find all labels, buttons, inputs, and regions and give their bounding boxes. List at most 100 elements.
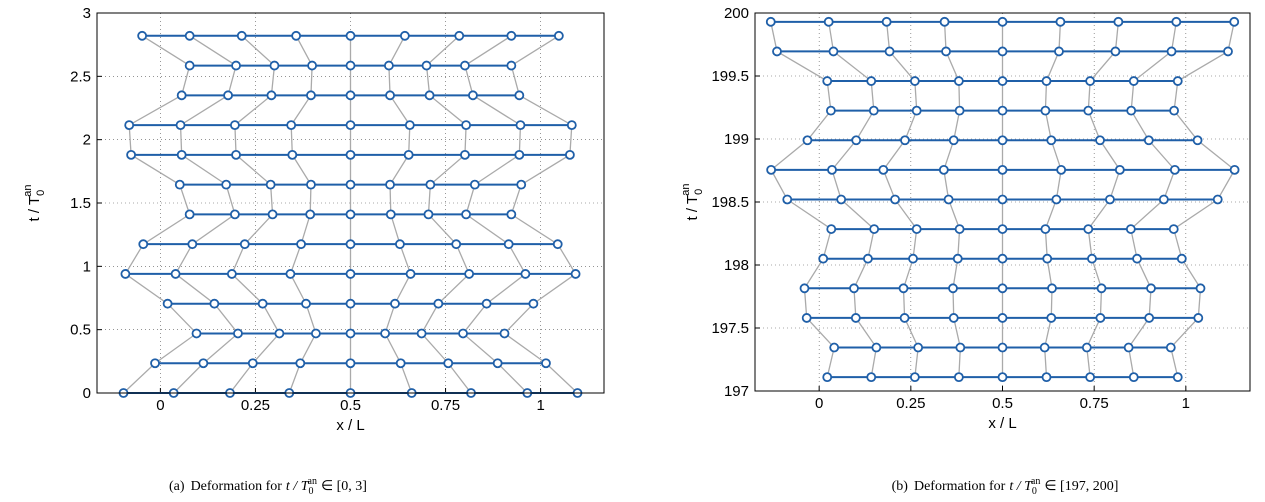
mass	[424, 90, 435, 101]
mass	[997, 194, 1008, 205]
mass	[433, 298, 444, 309]
mass	[460, 149, 470, 160]
caption-text: Deformation for	[914, 479, 1006, 494]
mass	[380, 328, 391, 339]
x-tick-label: 0.75	[1080, 395, 1109, 412]
mass	[385, 179, 395, 190]
y-tick-label: 199	[724, 131, 749, 148]
mass	[1083, 224, 1094, 234]
mass	[137, 30, 148, 41]
mass	[423, 209, 434, 220]
mass	[191, 328, 202, 339]
mass	[461, 120, 471, 130]
mass	[390, 298, 400, 309]
mass	[829, 342, 840, 353]
mass	[828, 46, 839, 57]
mass	[515, 120, 526, 130]
mass	[1165, 342, 1176, 353]
mass	[231, 149, 241, 160]
y-axis-label: t / T0an	[22, 185, 47, 222]
mass	[345, 120, 356, 130]
mass	[345, 90, 356, 101]
mass	[1176, 253, 1187, 264]
mass	[1223, 46, 1233, 57]
mass	[404, 120, 415, 130]
y-tick-label: 0.5	[70, 322, 91, 339]
caption-sub: 0	[309, 486, 314, 497]
mass	[306, 179, 316, 190]
mass	[911, 105, 922, 116]
mass	[184, 60, 195, 71]
mass	[506, 60, 517, 71]
mass	[869, 224, 880, 234]
mass	[274, 328, 285, 339]
caption-sup: an	[308, 476, 317, 487]
mass	[209, 298, 220, 309]
x-tick-label: 0.75	[431, 397, 460, 414]
mass	[948, 135, 959, 146]
y-tick-label: 3	[83, 5, 91, 22]
mass	[997, 313, 1008, 323]
mass	[1081, 342, 1092, 353]
mass	[1123, 342, 1134, 353]
y-label-main: t / T	[26, 196, 43, 222]
mass	[1087, 253, 1097, 264]
mass	[866, 372, 877, 383]
x-tick-label: 0.5	[340, 397, 361, 414]
mass	[850, 313, 861, 323]
mass	[953, 76, 964, 86]
mass	[997, 372, 1008, 383]
mass	[1085, 76, 1096, 86]
mass	[492, 358, 503, 369]
x-tick-label: 0	[815, 395, 823, 412]
mass	[345, 179, 356, 190]
y-label-sub: 0	[35, 190, 47, 196]
caption-label: (b)	[892, 479, 909, 494]
mass	[345, 209, 356, 220]
caption: (b) Deformation for t / T0an ∈ [197, 200]	[892, 476, 1119, 497]
x-tick-label: 0.25	[896, 395, 925, 412]
mass	[878, 164, 889, 175]
mass	[296, 239, 306, 250]
caption-range: ∈ [0, 3]	[321, 479, 367, 494]
mass	[818, 253, 829, 264]
y-label-sup: an	[22, 185, 34, 197]
mass	[997, 16, 1008, 27]
mass	[948, 313, 959, 323]
mass	[772, 46, 782, 57]
mass	[863, 253, 873, 264]
mass	[1085, 372, 1096, 383]
mass	[1083, 105, 1094, 116]
mass	[909, 372, 920, 383]
mass	[1113, 16, 1124, 27]
mass	[782, 194, 793, 205]
mass	[405, 269, 416, 279]
mass	[454, 30, 465, 41]
mass	[416, 328, 427, 339]
mass	[1110, 46, 1121, 57]
mass	[766, 164, 777, 175]
mass	[1054, 46, 1064, 57]
mass	[898, 283, 909, 294]
mass	[443, 358, 454, 369]
mass	[941, 46, 951, 57]
mass	[1143, 135, 1154, 146]
mass	[175, 120, 186, 130]
mass	[1229, 164, 1240, 175]
mass	[997, 164, 1008, 175]
mass	[997, 46, 1008, 57]
mass	[1126, 105, 1137, 116]
mass	[124, 120, 135, 130]
mass	[345, 149, 356, 160]
mass	[469, 179, 480, 190]
y-tick-label: 197	[724, 383, 749, 400]
mass	[868, 105, 879, 116]
mass	[499, 328, 510, 339]
mass	[307, 60, 317, 71]
mass	[295, 358, 306, 369]
mass	[866, 76, 877, 86]
mass	[1095, 135, 1105, 146]
mass	[997, 135, 1008, 146]
caption-var: t / T	[286, 479, 310, 494]
mass	[1128, 372, 1139, 383]
